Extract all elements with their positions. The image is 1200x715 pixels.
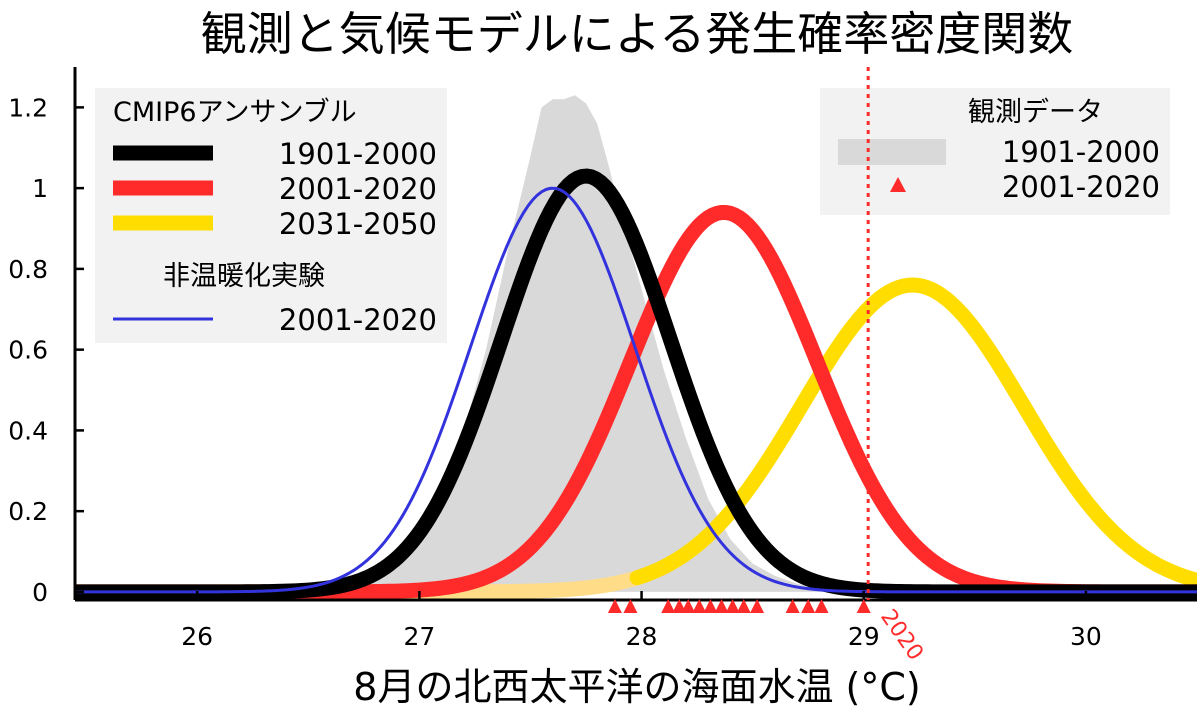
legend-label-observed-2001-2020: 2001-2020	[1002, 170, 1160, 204]
observed-year-marker	[607, 599, 622, 613]
legend-natural-title: 非温暖化実験	[163, 261, 325, 292]
observed-density-1901-2000	[286, 95, 853, 592]
legend-cmip6: CMIP6アンサンブル 1901-2000 2001-2020 2031-205…	[95, 88, 447, 343]
y-tick-label: 0.4	[8, 416, 48, 445]
legend-observed: 観測データ 1901-2000 2001-2020	[820, 88, 1170, 215]
chart-title: 観測と気候モデルによる発生確率密度関数	[201, 7, 1074, 61]
x-tick-label: 27	[403, 622, 435, 651]
observed-year-marker	[714, 599, 729, 613]
x-tick-label: 28	[626, 622, 658, 651]
x-tick-label: 26	[181, 622, 213, 651]
observed-year-marker	[736, 599, 751, 613]
legend-label-observed-1901-2000: 1901-2000	[1002, 135, 1160, 169]
y-tick-label: 1.2	[8, 93, 48, 122]
legend-swatch-observed-1901-2000	[838, 139, 946, 165]
legend-label-cmip6-2031-2050: 2031-2050	[279, 207, 437, 241]
observed-year-marker	[623, 599, 638, 613]
observed-year-marker	[801, 599, 816, 613]
legend-cmip6-title: CMIP6アンサンブル	[113, 97, 357, 128]
observed-year-marker	[856, 599, 871, 613]
observed-year-marker	[692, 599, 707, 613]
x-tick-label: 30	[1070, 622, 1102, 651]
y-tick-label: 0	[32, 578, 48, 607]
observed-year-marker	[725, 599, 740, 613]
y-tick-label: 0.8	[8, 255, 48, 284]
x-tick-label: 29	[848, 622, 880, 651]
observed-year-marker	[785, 599, 800, 613]
observed-year-marker	[703, 599, 718, 613]
legend-swatch-observed-2001-2020	[890, 177, 906, 192]
legend-label-natural-2001-2020: 2001-2020	[279, 303, 437, 337]
observed-year-marker	[672, 599, 687, 613]
x-axis-label: 8月の北西太平洋の海面水温 (°C)	[353, 665, 920, 709]
observed-year-marker	[750, 599, 765, 613]
legend-label-cmip6-1901-2000: 1901-2000	[279, 137, 437, 171]
y-tick-label: 0.2	[8, 497, 48, 526]
plot-area	[75, 95, 1197, 600]
y-tick-label: 0.6	[8, 336, 48, 365]
observed-year-marker	[661, 599, 676, 613]
axes: 0 0.2 0.4 0.6 0.8 1 1.2 26 27 28 29 30	[8, 67, 1197, 651]
observed-year-marker	[814, 599, 829, 613]
legend-label-cmip6-2001-2020: 2001-2020	[279, 172, 437, 206]
vline-2020-label: 2020	[875, 605, 928, 665]
y-tick-label: 1	[32, 174, 48, 203]
curve-natural-2001-2020	[75, 186, 1197, 594]
legend-observed-title: 観測データ	[968, 97, 1103, 128]
observed-year-marker	[681, 599, 696, 613]
